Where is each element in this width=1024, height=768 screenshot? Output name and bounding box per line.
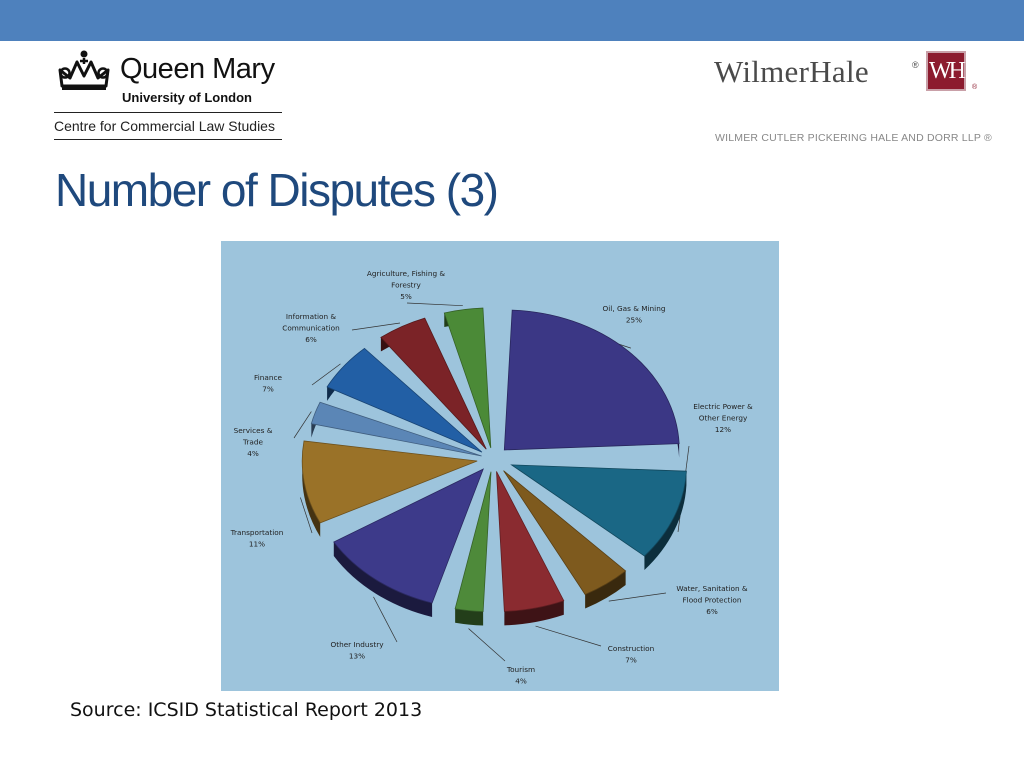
slice-label: Information & Communication 6%	[282, 312, 340, 344]
pie-slice	[510, 464, 687, 571]
pie-slice	[301, 440, 478, 537]
queen-mary-logo: Queen Mary University of London Centre f…	[54, 44, 284, 142]
pie-slice	[333, 468, 484, 618]
leader-line	[300, 497, 313, 534]
slice-label: Transportation 11%	[230, 528, 284, 549]
logo-divider	[54, 112, 282, 113]
pie-slice-side	[496, 471, 564, 626]
slice-label: Electric Power & Other Energy 12%	[693, 402, 753, 434]
leader-line	[293, 411, 312, 439]
slice-label: Oil, Gas & Mining 25%	[603, 304, 666, 325]
pie-slice-top	[380, 317, 487, 450]
registered-mark: ®	[972, 84, 978, 91]
slice-label: Other Industry 13%	[330, 640, 384, 661]
pie-slice	[326, 347, 483, 453]
crown-icon	[58, 50, 110, 90]
pie-slice-side	[302, 440, 478, 537]
slice-label: Agriculture, Fishing & Forestry 5%	[367, 269, 445, 301]
leader-line	[373, 596, 398, 643]
slice-label: Tourism 4%	[506, 665, 535, 686]
pie-chart-svg: Oil, Gas & Mining 25% Electric Power & Othe…	[221, 241, 779, 691]
pie-slice-top	[333, 468, 484, 604]
wh-monogram-text: WH	[929, 57, 966, 84]
pie-slice-top	[510, 464, 687, 557]
pie-slice-top	[310, 401, 482, 457]
pie-slice	[496, 471, 565, 626]
leader-line	[406, 302, 463, 307]
leader-line	[311, 363, 341, 386]
pie-slice-top	[301, 440, 478, 524]
logo-divider	[54, 139, 282, 140]
slice-label: Water, Sanitation & Flood Protection 6%	[676, 584, 748, 616]
slice-label: Construction 7%	[608, 644, 654, 665]
pie-slice	[454, 471, 492, 626]
wilmerhale-wordmark: WilmerHale	[714, 54, 869, 89]
pie-slice-top	[503, 309, 680, 451]
pie-slice-side	[455, 471, 491, 626]
pie-slice	[310, 401, 482, 457]
pie-slice-side	[333, 469, 484, 618]
source-note: Source: ICSID Statistical Report 2013	[70, 699, 423, 721]
wilmerhale-firm-name: WILMER CUTLER PICKERING HALE AND DORR LL…	[715, 132, 992, 144]
registered-mark: ®	[912, 60, 919, 70]
pie-slice	[503, 470, 627, 609]
pie-slice-top	[503, 470, 627, 596]
pie-slice	[380, 317, 487, 450]
pie-slice-top	[496, 471, 565, 612]
centre-name: Centre for Commercial Law Studies	[54, 118, 275, 134]
top-accent-bar	[0, 0, 1024, 41]
leader-line	[351, 322, 401, 331]
queen-mary-subtitle: University of London	[122, 90, 252, 105]
leader-line	[535, 625, 602, 647]
leader-line	[608, 592, 667, 602]
slice-label: Finance 7%	[254, 373, 282, 394]
queen-mary-name: Queen Mary	[120, 53, 275, 85]
disputes-pie-chart: Oil, Gas & Mining 25% Electric Power & Othe…	[221, 241, 779, 691]
slice-label: Services & Trade 4%	[234, 426, 273, 458]
pie-slice-top	[443, 307, 492, 449]
pie-slice	[443, 307, 492, 449]
leader-line	[468, 628, 506, 662]
pie-slice	[503, 309, 680, 458]
wh-monogram-icon: WH	[926, 51, 966, 91]
pie-slice-top	[326, 347, 483, 453]
slide-title: Number of Disputes (3)	[55, 164, 499, 216]
wilmerhale-logo: WilmerHale ® WH ® WILMER CUTLER PICKERIN…	[714, 50, 992, 150]
pie-slice-top	[454, 471, 492, 612]
